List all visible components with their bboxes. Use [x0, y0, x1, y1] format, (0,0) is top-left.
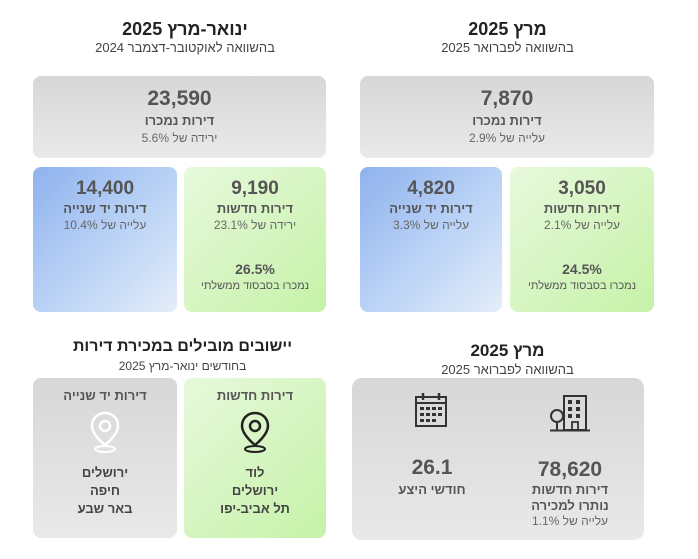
- inventory-header: מרץ 2025 בהשוואה לפברואר 2025: [360, 340, 655, 378]
- quarter-total-label: דירות נמכרו: [144, 113, 215, 128]
- month-subsidized-pct: 24.5%: [562, 261, 602, 277]
- quarter-second-hand-change: עלייה של 10.4%: [63, 218, 147, 232]
- leading-new-card: דירות חדשות לוד ירושלים תל אביב-יפו: [184, 378, 326, 538]
- quarter-second-hand-label: דירות יד שנייה: [63, 201, 147, 216]
- unsold-block: 78,620 דירות חדשות נותרו למכירה עלייה של…: [500, 392, 640, 529]
- unsold-change: עלייה של 1.1%: [531, 514, 609, 528]
- quarter-title: ינואר-מרץ 2025: [122, 19, 248, 39]
- quarter-second-hand-card: 14,400 דירות יד שנייה עלייה של 10.4%: [33, 167, 177, 312]
- supply-block: 26.1 חודשי היצע: [362, 390, 502, 498]
- calendar-icon: [362, 390, 502, 430]
- quarter-subsidized-pct: 26.5%: [235, 261, 275, 277]
- unsold-label-line1: דירות חדשות: [531, 482, 609, 497]
- month-subtitle: בהשוואה לפברואר 2025: [441, 40, 574, 55]
- city-item: באר שבע: [77, 501, 133, 516]
- month-subsidized-label: נמכרו בסבסוד ממשלתי: [528, 280, 636, 292]
- quarter-second-hand-value: 14,400: [75, 178, 135, 199]
- inventory-subtitle: בהשוואה לפברואר 2025: [441, 362, 574, 377]
- leading-subtitle: בחודשים ינואר-מרץ 2025: [118, 359, 247, 373]
- unsold-value: 78,620: [537, 458, 603, 481]
- month-total-value: 7,870: [480, 87, 534, 110]
- month-new-value: 3,050: [558, 178, 606, 199]
- quarter-total-change: ירידה של 5.6%: [141, 131, 218, 145]
- quarter-subsidized-label: נמכרו בסבסוד ממשלתי: [201, 280, 309, 292]
- quarter-header: ינואר-מרץ 2025 בהשוואה לאוקטובר-דצמבר 20…: [40, 18, 330, 56]
- month-second-hand-change: עלייה של 3.3%: [392, 218, 470, 232]
- month-total-card: 7,870 דירות נמכרו עלייה של 2.9%: [360, 76, 654, 158]
- quarter-new-change: ירידה של 23.1%: [213, 218, 297, 232]
- month-header: מרץ 2025 בהשוואה לפברואר 2025: [360, 18, 655, 56]
- month-new-card: 3,050 דירות חדשות עלייה של 2.1% 24.5% נמ…: [510, 167, 654, 312]
- month-second-hand-label: דירות יד שנייה: [389, 201, 473, 216]
- leading-second-hand-cities: ירושלים חיפה באר שבע: [33, 464, 177, 518]
- inventory-card: 78,620 דירות חדשות נותרו למכירה עלייה של…: [352, 378, 644, 540]
- month-new-change: עלייה של 2.1%: [543, 218, 621, 232]
- leading-new-cities: לוד ירושלים תל אביב-יפו: [184, 464, 326, 518]
- quarter-subtitle: בהשוואה לאוקטובר-דצמבר 2024: [95, 40, 275, 55]
- quarter-new-label: דירות חדשות: [216, 201, 294, 216]
- city-item: ירושלים: [231, 483, 279, 498]
- leading-header: יישובים מובילים במכירת דירות בחודשים ינו…: [30, 336, 335, 374]
- inventory-title: מרץ 2025: [470, 341, 545, 360]
- quarter-new-value: 9,190: [231, 178, 279, 199]
- quarter-new-card: 9,190 דירות חדשות ירידה של 23.1% 26.5% נ…: [184, 167, 326, 312]
- quarter-total-value: 23,590: [147, 87, 212, 110]
- month-title: מרץ 2025: [468, 19, 547, 39]
- map-pin-icon: [184, 410, 326, 454]
- month-second-hand-card: 4,820 דירות יד שנייה עלייה של 3.3%: [360, 167, 502, 312]
- supply-label: חודשי היצע: [398, 482, 466, 497]
- city-item: תל אביב-יפו: [220, 501, 290, 516]
- supply-value: 26.1: [411, 456, 453, 479]
- unsold-label-line2: נותרו למכירה: [531, 498, 609, 513]
- leading-second-hand-card: דירות יד שנייה ירושלים חיפה באר שבע: [33, 378, 177, 538]
- leading-title: יישובים מובילים במכירת דירות: [72, 338, 293, 355]
- leading-new-label: דירות חדשות: [216, 388, 294, 403]
- leading-second-hand-label: דירות יד שנייה: [63, 388, 147, 403]
- city-item: לוד: [245, 465, 265, 480]
- month-total-label: דירות נמכרו: [472, 113, 542, 128]
- month-second-hand-value: 4,820: [407, 178, 455, 199]
- city-item: חיפה: [89, 483, 121, 498]
- building-icon: [500, 392, 640, 434]
- map-pin-icon: [33, 410, 177, 454]
- month-new-label: דירות חדשות: [543, 201, 621, 216]
- quarter-total-card: 23,590 דירות נמכרו ירידה של 5.6%: [33, 76, 326, 158]
- month-total-change: עלייה של 2.9%: [468, 131, 546, 145]
- city-item: ירושלים: [81, 465, 129, 480]
